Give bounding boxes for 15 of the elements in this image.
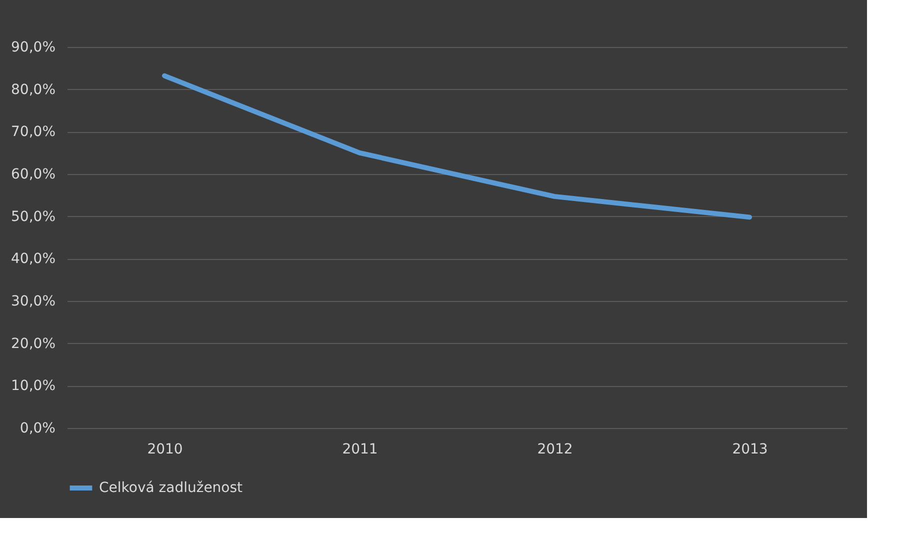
legend-label: Celková zadluženost xyxy=(99,480,244,496)
x-tick-label: 2013 xyxy=(732,442,768,458)
y-tick-label: 20,0% xyxy=(11,336,56,352)
y-tick-label: 30,0% xyxy=(11,294,56,310)
y-tick-label: 10,0% xyxy=(11,378,56,394)
y-tick-label: 90,0% xyxy=(11,40,56,56)
x-tick-label: 2010 xyxy=(147,442,183,458)
y-tick-label: 60,0% xyxy=(11,166,56,182)
y-tick-label: 0,0% xyxy=(20,420,56,436)
y-tick-label: 70,0% xyxy=(11,124,56,140)
x-tick-label: 2011 xyxy=(342,442,378,458)
x-tick-label: 2012 xyxy=(537,442,573,458)
y-tick-label: 40,0% xyxy=(11,251,56,268)
y-tick-label: 80,0% xyxy=(11,82,56,98)
y-tick-label: 50,0% xyxy=(11,208,56,225)
